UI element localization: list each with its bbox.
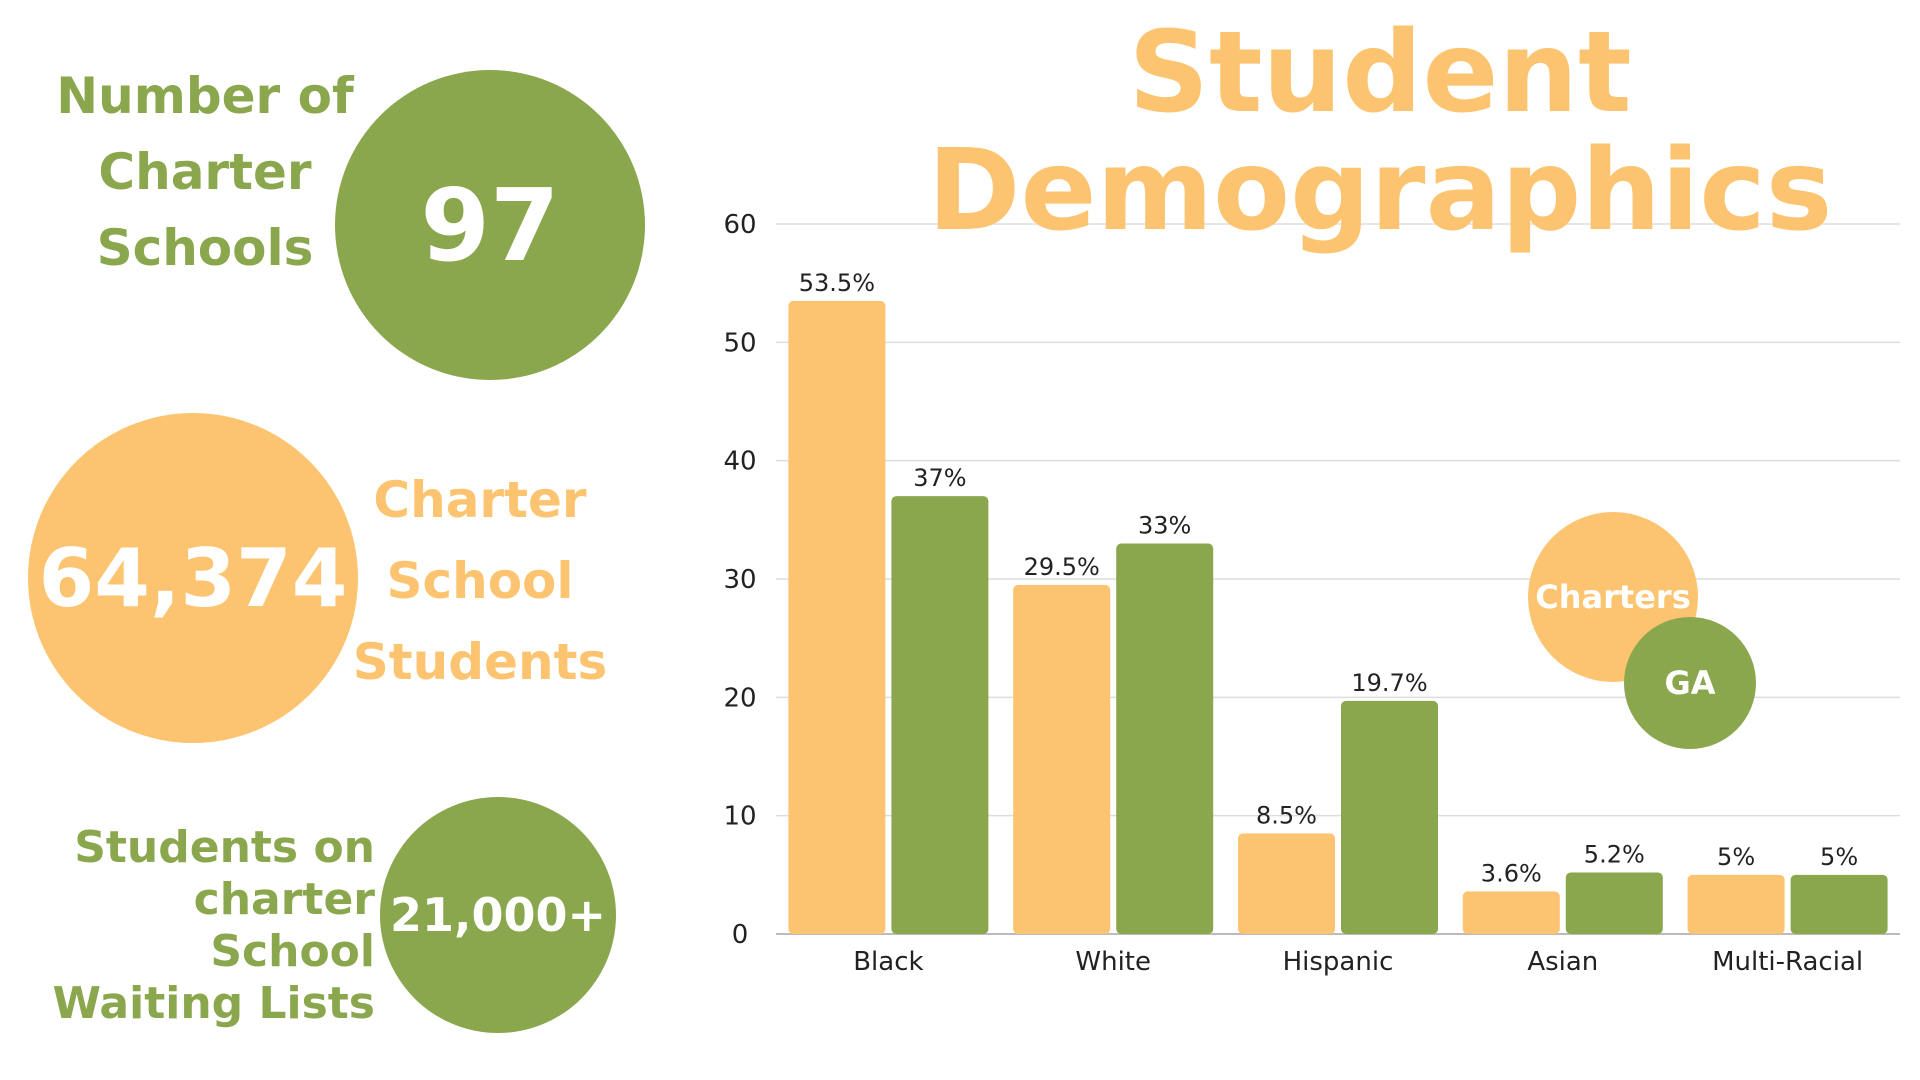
legend-charters-label: Charters [1535, 578, 1691, 616]
x-tick-label: Hispanic [1283, 947, 1394, 977]
data-label: 8.5% [1256, 801, 1317, 829]
bar-ga [1116, 543, 1214, 934]
x-tick-label: Black [853, 947, 923, 977]
stat-students-label: Charter School Students [345, 460, 615, 703]
stat-waiting-label-line: Waiting Lists [52, 978, 375, 1029]
stat-schools-label-line: Charter [98, 143, 312, 201]
data-label: 33% [1138, 512, 1191, 540]
legend-ga: GA [1624, 617, 1756, 749]
chart-title: Student Demographics [900, 14, 1860, 250]
x-tick-label: Multi-Racial [1712, 947, 1863, 977]
y-tick-label: 20 [723, 683, 756, 713]
stat-schools-label: Number of Charter Schools [40, 58, 370, 286]
data-label: 5.2% [1584, 840, 1645, 868]
stat-waiting-value: 21,000+ [389, 888, 607, 942]
bar-charters [1238, 833, 1335, 934]
data-label: 5% [1820, 843, 1858, 871]
y-tick-label: 0 [732, 920, 749, 950]
chart-title-line: Student [1128, 8, 1632, 138]
bar-ga [1565, 872, 1663, 934]
bar-ga [891, 496, 989, 934]
data-label: 5% [1717, 843, 1755, 871]
bar-ga [1790, 874, 1888, 934]
stat-students-value: 64,374 [38, 531, 348, 625]
data-label: 29.5% [1024, 553, 1100, 581]
y-tick-label: 30 [723, 565, 756, 595]
bar-charters [788, 300, 886, 935]
stat-schools-value: 97 [420, 166, 560, 284]
data-label: 37% [913, 464, 966, 492]
y-tick-label: 40 [723, 447, 756, 477]
stat-schools-label-line: Schools [96, 219, 314, 277]
x-tick-label: White [1075, 947, 1151, 977]
stat-waiting-label-line: Students on [74, 822, 375, 873]
bar-ga [1341, 700, 1438, 934]
legend-ga-label: GA [1664, 664, 1716, 702]
chart-title-line: Demographics [927, 126, 1833, 256]
y-tick-label: 60 [723, 210, 756, 240]
data-label: 3.6% [1481, 859, 1542, 887]
stat-students-label-line: Charter [373, 471, 587, 529]
x-tick-label: Asian [1527, 947, 1598, 977]
bar-charters [1462, 891, 1560, 934]
bar-charters [1013, 584, 1111, 934]
stat-waiting-label: Students on charter School Waiting Lists [15, 822, 375, 1030]
data-label: 19.7% [1351, 669, 1427, 697]
data-label: 53.5% [799, 269, 875, 297]
bar-charters [1687, 874, 1785, 934]
stat-schools-circle: 97 [335, 70, 645, 380]
stat-waiting-circle: 21,000+ [380, 797, 616, 1033]
y-tick-label: 10 [723, 802, 756, 832]
stat-students-circle: 64,374 [28, 413, 358, 743]
stat-waiting-label-line: charter School [193, 874, 375, 977]
y-tick-label: 50 [723, 328, 756, 358]
stat-students-label-line: School [386, 552, 574, 610]
stat-schools-label-line: Number of [56, 67, 354, 125]
stat-students-label-line: Students [352, 633, 608, 691]
